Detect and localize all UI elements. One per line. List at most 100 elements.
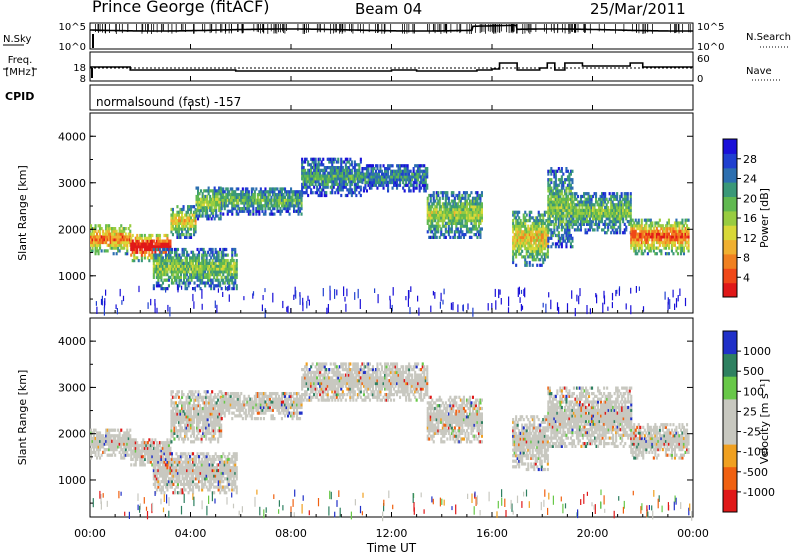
power-cell [194,221,197,225]
power-cell [212,203,215,207]
power-cell [590,225,593,229]
power-cell [219,197,222,201]
power-cell [474,233,477,237]
power-cell [382,172,385,176]
power-cell [264,204,267,208]
power-cell [115,304,117,309]
nsky-label: N.Sky [3,34,31,45]
power-cell [474,196,477,200]
power-cell [105,232,108,236]
power-cell [226,209,229,213]
power-cell [169,267,172,271]
power-cell [268,190,271,194]
power-cell [655,238,658,242]
power-cell [531,233,534,237]
power-cell [642,252,645,256]
power-cell [322,157,325,161]
power-cell [288,190,291,194]
power-cell [198,256,201,260]
power-cell [163,233,166,238]
power-cell [148,233,151,238]
power-cell [607,211,610,215]
power-cell [166,261,169,265]
power-cell [542,221,545,225]
power-cell [559,236,562,240]
velocity-cell [91,439,94,443]
power-cell [218,200,221,204]
power-cell [563,222,566,226]
power-cell [540,244,543,248]
power-cell [655,235,658,239]
power-cell [334,182,337,186]
power-cell [519,244,522,248]
power-cell [367,183,370,187]
power-cell [307,185,310,189]
power-cell [171,216,174,220]
power-cell [512,258,515,262]
power-cell [607,200,610,204]
power-cell [138,285,140,293]
power-cell [593,203,596,207]
velocity-cell [114,428,117,432]
power-cell [476,230,479,234]
power-cell [337,160,340,164]
velocity-cell [118,431,121,435]
power-cell [270,209,273,213]
power-cell [305,174,308,178]
velocity-cell [105,439,108,443]
power-cell [522,219,525,223]
power-cell [462,207,465,212]
power-cell [359,180,362,184]
power-cell [338,188,341,192]
power-colorbar-label: Power [dB] [758,188,771,248]
power-cell [435,216,438,220]
power-cell [224,285,227,291]
power-cell [576,200,579,204]
power-cell [459,224,462,228]
power-cell [512,247,515,251]
power-cell [633,227,636,231]
power-cell [240,193,243,197]
power-cell [455,227,458,231]
power-cell [587,197,590,201]
power-cell [568,208,571,212]
power-cell [441,213,444,217]
power-cell [569,200,572,204]
power-cell [171,219,174,223]
power-cell [301,171,304,175]
power-cell [214,256,217,260]
velocity-cell [120,442,123,446]
power-cell [216,304,218,314]
power-cell [592,214,595,218]
power-cell [152,239,155,243]
power-cell [470,219,473,223]
power-cell [293,190,296,194]
power-cell [311,174,314,178]
power-cell [118,227,121,231]
power-cell [100,240,103,245]
power-cell [216,192,219,196]
power-cell [317,182,320,186]
power-cell [307,163,310,167]
power-cell [432,233,435,237]
velocity-cell [93,442,96,446]
power-cell [231,209,234,213]
power-cell [547,231,550,235]
power-cell [182,233,185,237]
power-cell [611,211,614,215]
power-cell [554,186,557,190]
power-cell [604,214,607,218]
power-cell [202,250,205,254]
power-cell [322,163,325,167]
power-cell [426,202,429,206]
power-cell [640,235,643,239]
power-cell [213,189,216,193]
power-cell [160,287,163,291]
power-cell [213,284,216,288]
power-cell [250,201,253,205]
power-cell [222,187,225,191]
power-cell [166,242,169,246]
velocity-cell [103,442,106,446]
power-cell [387,169,390,173]
power-cell [93,238,96,242]
